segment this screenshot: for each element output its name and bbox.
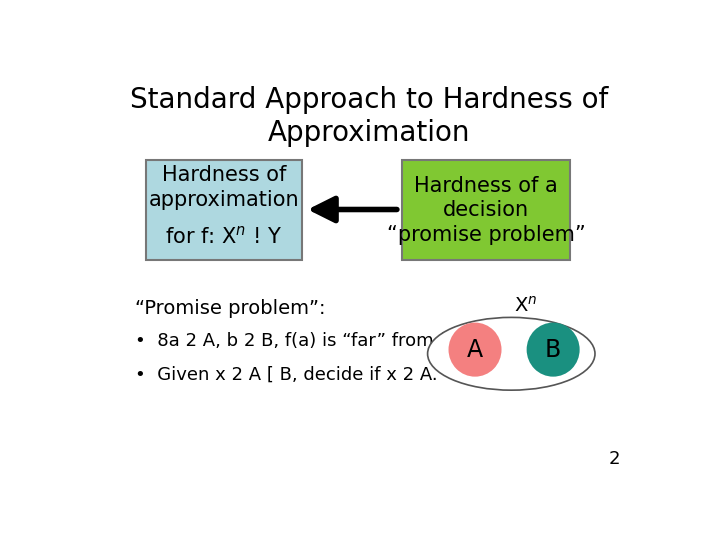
Ellipse shape bbox=[449, 322, 502, 377]
Text: Hardness of a
decision
“promise problem”: Hardness of a decision “promise problem” bbox=[387, 176, 585, 245]
Text: A: A bbox=[467, 338, 483, 362]
Text: Hardness of
approximation: Hardness of approximation bbox=[148, 165, 300, 210]
Ellipse shape bbox=[428, 318, 595, 390]
Text: “Promise problem”:: “Promise problem”: bbox=[135, 299, 325, 318]
Text: •  Given x 2 A [ B, decide if x 2 A.: • Given x 2 A [ B, decide if x 2 A. bbox=[135, 366, 437, 383]
Text: Standard Approach to Hardness of: Standard Approach to Hardness of bbox=[130, 85, 608, 113]
Text: X$^n$: X$^n$ bbox=[513, 296, 537, 316]
Ellipse shape bbox=[526, 322, 580, 377]
Text: 2: 2 bbox=[608, 450, 620, 468]
FancyBboxPatch shape bbox=[402, 160, 570, 260]
Text: B: B bbox=[545, 338, 562, 362]
Text: for f: X$^n$ ! Y: for f: X$^n$ ! Y bbox=[166, 226, 282, 247]
Text: •  8a 2 A, b 2 B, f(a) is “far” from f(b).: • 8a 2 A, b 2 B, f(a) is “far” from f(b)… bbox=[135, 332, 477, 350]
FancyBboxPatch shape bbox=[145, 160, 302, 260]
Text: Approximation: Approximation bbox=[268, 119, 470, 147]
